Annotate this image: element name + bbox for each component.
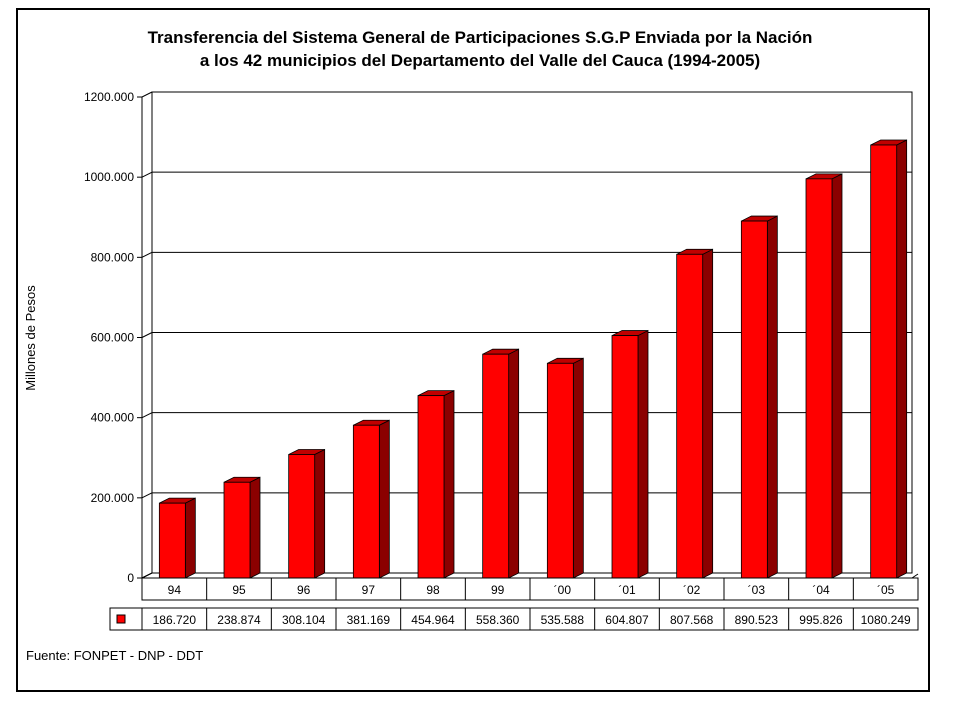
category-label: ´00: [554, 583, 572, 597]
category-label: 98: [426, 583, 440, 597]
value-label: 454.964: [411, 613, 455, 627]
legend-key: [116, 614, 126, 624]
category-label: 94: [168, 583, 182, 597]
value-label: 807.568: [670, 613, 714, 627]
bar: [870, 144, 898, 579]
grid-diagonal: [141, 412, 153, 419]
chart-title: Transferencia del Sistema General de Par…: [147, 28, 813, 47]
bar-side: [572, 357, 584, 579]
bar: [546, 362, 574, 579]
floor-right-edge: [911, 573, 919, 579]
bar-side: [637, 329, 649, 579]
grid-diagonal: [141, 572, 153, 579]
bar-side: [249, 476, 261, 579]
category-label: 97: [362, 583, 376, 597]
y-tick-label: 400.000: [91, 411, 135, 425]
bar-side: [702, 248, 714, 579]
bar: [288, 454, 316, 579]
category-label: ´04: [812, 583, 830, 597]
category-label: ´03: [748, 583, 766, 597]
data-table-row: [109, 607, 919, 631]
y-axis-label: Millones de Pesos: [23, 285, 38, 391]
value-label: 238.874: [217, 613, 261, 627]
y-tick-label: 600.000: [91, 331, 135, 345]
bar: [740, 220, 768, 579]
bar: [352, 424, 380, 579]
value-label: 381.169: [347, 613, 391, 627]
y-tick-label: 800.000: [91, 250, 135, 264]
value-label: 995.826: [799, 613, 843, 627]
grid-diagonal: [141, 171, 153, 178]
y-tick-label: 1200.000: [84, 90, 134, 104]
grid-diagonal: [141, 332, 153, 338]
value-label: 558.360: [476, 613, 520, 627]
category-label: 96: [297, 583, 311, 597]
bar-side: [831, 173, 843, 579]
value-label: 535.588: [541, 613, 585, 627]
y-tick-label: 1000.000: [84, 170, 134, 184]
source-note: Fuente: FONPET - DNP - DDT: [26, 648, 204, 663]
bar-side: [378, 419, 390, 579]
grid-diagonal: [141, 492, 153, 499]
category-label: 99: [491, 583, 505, 597]
category-label: ´02: [683, 583, 701, 597]
bar-side: [508, 348, 520, 579]
bar-side: [896, 139, 908, 579]
y-tick-label: 200.000: [91, 491, 135, 505]
category-label: ´05: [877, 583, 895, 597]
bar: [805, 178, 833, 579]
value-label: 890.523: [735, 613, 779, 627]
bar-side: [766, 215, 778, 579]
bar-side: [314, 448, 326, 579]
category-label: ´01: [618, 583, 636, 597]
category-label: 95: [232, 583, 246, 597]
value-label: 186.720: [153, 613, 197, 627]
grid-diagonal: [141, 91, 153, 98]
chart-frame: [16, 8, 930, 692]
chart-subtitle: a los 42 municipios del Departamento del…: [199, 51, 761, 70]
value-label: 604.807: [605, 613, 649, 627]
bar: [611, 335, 639, 579]
bar-side: [184, 497, 196, 579]
value-label: 308.104: [282, 613, 326, 627]
bar: [676, 253, 704, 579]
bar: [223, 481, 251, 579]
grid-diagonal: [141, 251, 153, 258]
value-label: 1080.249: [861, 613, 911, 627]
y-tick-label: 0: [127, 571, 134, 585]
bar: [482, 353, 510, 579]
bar: [417, 395, 445, 579]
bar: [158, 502, 186, 579]
bar-side: [443, 389, 455, 579]
